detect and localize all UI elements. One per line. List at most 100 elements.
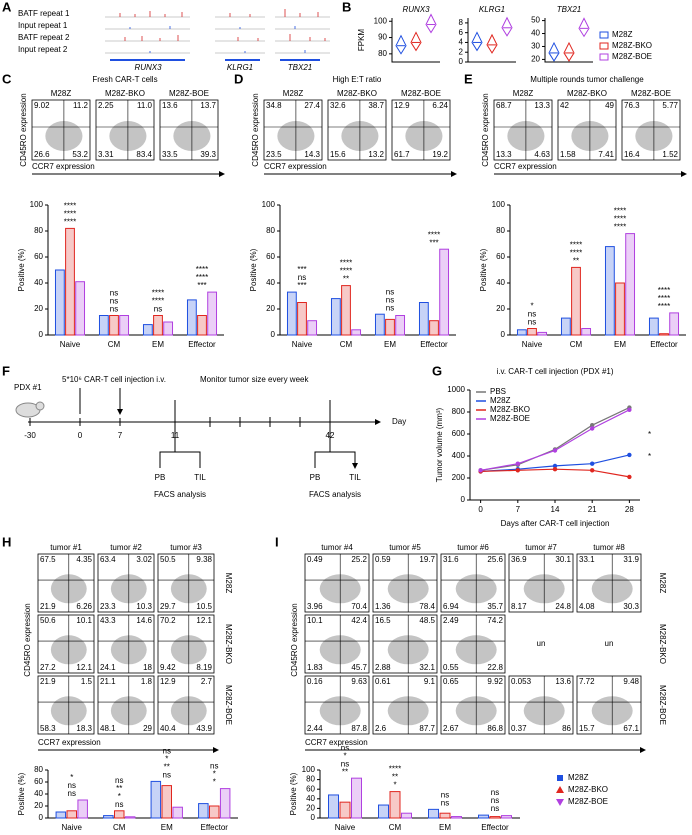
quadrant-value: 48.5 bbox=[419, 616, 435, 625]
quadrant-value: 15.7 bbox=[579, 724, 595, 733]
y-axis-label: Positive (%) bbox=[479, 248, 488, 291]
y-tick-label: 60 bbox=[34, 252, 43, 261]
violin bbox=[486, 33, 498, 54]
day-label: 7 bbox=[118, 431, 123, 440]
quadrant-value: 87.7 bbox=[419, 724, 435, 733]
sample-label: M28Z-BKO bbox=[337, 89, 377, 98]
y-tick-label: 100 bbox=[262, 200, 276, 209]
sample-label: PB bbox=[310, 473, 321, 482]
panel-letter: E bbox=[464, 71, 473, 86]
significance: **** bbox=[196, 265, 208, 274]
flow-plot bbox=[508, 553, 574, 613]
quadrant-value: 25.2 bbox=[351, 555, 367, 564]
bar bbox=[297, 302, 307, 336]
flow-y-label: CD45RO expression bbox=[481, 93, 490, 166]
significance: ** bbox=[116, 784, 122, 793]
quadrant-value: 1.83 bbox=[307, 663, 323, 672]
significance: ** bbox=[343, 275, 349, 284]
y-tick-label: 40 bbox=[496, 278, 505, 287]
bar bbox=[351, 329, 362, 336]
bar bbox=[75, 281, 86, 336]
quadrant-value: 68.7 bbox=[496, 101, 512, 110]
quadrant-value: 11.2 bbox=[73, 101, 89, 110]
flow-plot bbox=[37, 553, 95, 613]
bar bbox=[77, 799, 88, 819]
flow-plot bbox=[440, 614, 506, 674]
y-axis-label: FPKM bbox=[357, 29, 366, 52]
day-label: 11 bbox=[171, 431, 180, 440]
quadrant-value: 29.7 bbox=[160, 602, 176, 611]
quadrant-value: 1.52 bbox=[662, 150, 678, 159]
quadrant-value: 0.55 bbox=[443, 663, 459, 672]
quadrant-value: 45.7 bbox=[351, 663, 367, 672]
quadrant-value: 0.053 bbox=[511, 677, 532, 686]
violin bbox=[395, 34, 407, 55]
x-tick-label: 7 bbox=[516, 505, 521, 514]
track-label: Input repeat 1 bbox=[18, 21, 68, 30]
significance: *** bbox=[297, 281, 306, 290]
quadrant-value: 58.3 bbox=[40, 724, 56, 733]
significance: ** bbox=[342, 767, 348, 776]
quadrant-value: 6.94 bbox=[443, 602, 459, 611]
track-label: BATF repeat 2 bbox=[18, 33, 70, 42]
x-tick-label: Effector bbox=[650, 340, 678, 349]
flow-y-label: CD45RO expression bbox=[23, 603, 32, 676]
quadrant-value: 67.5 bbox=[40, 555, 56, 564]
y-tick-label: 200 bbox=[452, 473, 466, 482]
legend-marker bbox=[556, 799, 564, 806]
quadrant-value: 8.17 bbox=[511, 602, 527, 611]
quadrant-value: 6.24 bbox=[432, 101, 448, 110]
quadrant-value: 38.7 bbox=[368, 101, 384, 110]
bar bbox=[429, 320, 439, 336]
y-tick-label: 0 bbox=[271, 330, 276, 339]
y-axis-label: Positive (%) bbox=[17, 248, 26, 291]
bar bbox=[395, 315, 406, 336]
significance: ns bbox=[115, 800, 123, 809]
quadrant-value: 34.8 bbox=[266, 101, 282, 110]
significance: * bbox=[393, 781, 396, 790]
y-tick-label: 8 bbox=[459, 18, 464, 27]
significance: **** bbox=[570, 249, 582, 258]
bar bbox=[65, 227, 75, 336]
gene-label: RUNX3 bbox=[134, 63, 162, 72]
diagram-text: FACS analysis bbox=[154, 490, 206, 499]
quadrant-value: 15.6 bbox=[330, 150, 346, 159]
quadrant-value: 26.6 bbox=[34, 150, 50, 159]
quadrant-value: 48.1 bbox=[100, 724, 116, 733]
x-tick-label: Effector bbox=[420, 340, 448, 349]
day-label: 0 bbox=[78, 431, 83, 440]
panel-letter: A bbox=[2, 0, 12, 14]
tumor-label: tumor #4 bbox=[321, 543, 353, 552]
quadrant-value: 13.6 bbox=[162, 101, 178, 110]
x-tick-label: 21 bbox=[588, 505, 597, 514]
significance: ns bbox=[491, 804, 499, 813]
quadrant-value: 2.7 bbox=[201, 677, 213, 686]
panel-letter: F bbox=[2, 363, 10, 378]
quadrant-value: 2.49 bbox=[443, 616, 459, 625]
quadrant-value: 86.8 bbox=[487, 724, 503, 733]
day-label: -30 bbox=[24, 431, 36, 440]
quadrant-value: 0.61 bbox=[375, 677, 391, 686]
legend-label: M28Z bbox=[568, 773, 589, 782]
axis bbox=[467, 18, 516, 63]
panel-letter: C bbox=[2, 71, 12, 86]
flow-plot bbox=[304, 614, 370, 674]
sample-label: TIL bbox=[194, 473, 206, 482]
significance: ns bbox=[341, 743, 349, 752]
significance: **** bbox=[428, 230, 440, 239]
significance: *** bbox=[429, 238, 438, 247]
diagram-text: FACS analysis bbox=[309, 490, 361, 499]
bar bbox=[374, 313, 385, 336]
bar bbox=[389, 791, 401, 819]
violin bbox=[578, 17, 590, 38]
bar bbox=[54, 269, 65, 336]
quadrant-value: 32.1 bbox=[419, 663, 435, 672]
bar bbox=[428, 808, 439, 819]
panel-title: Fresh CAR-T cells bbox=[92, 75, 157, 84]
flow-plot bbox=[97, 675, 155, 735]
significance: * bbox=[648, 430, 651, 439]
track-label: Input repeat 2 bbox=[18, 45, 68, 54]
flow-plot bbox=[440, 675, 506, 735]
x-tick-label: EM bbox=[161, 823, 173, 832]
